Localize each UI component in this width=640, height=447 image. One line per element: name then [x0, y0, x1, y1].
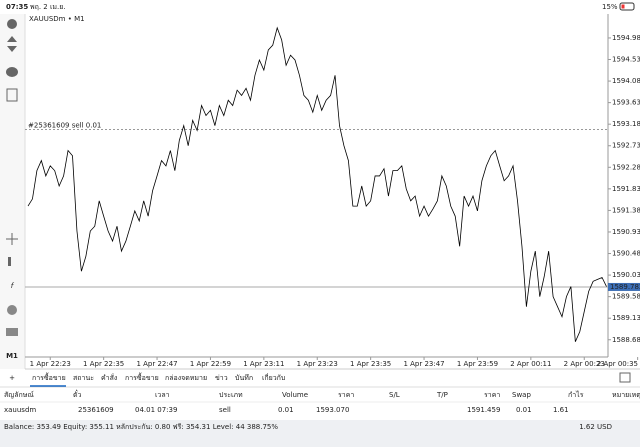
y-tick-label: 1589.130	[612, 314, 640, 322]
y-tick-label: 1590.480	[612, 250, 640, 258]
table-cell: 0.01	[278, 406, 294, 414]
y-tick-label: 1594.530	[612, 56, 640, 64]
y-tick-label: 1594.980	[612, 34, 640, 42]
table-cell: 1.61	[553, 406, 569, 414]
table-cell: 25361609	[78, 406, 114, 414]
table-cell: 1591.459	[467, 406, 500, 414]
x-tick-label: 2 Apr 00:11	[510, 360, 551, 368]
footer-total: 1.62 USD	[579, 423, 612, 431]
x-tick-label: 1 Apr 22:23	[30, 360, 71, 368]
y-tick-label: 1593.180	[612, 120, 640, 128]
x-tick-label: 1 Apr 23:35	[350, 360, 391, 368]
x-tick-label: 1 Apr 23:59	[457, 360, 498, 368]
y-tick-label: 1594.080	[612, 77, 640, 85]
y-tick-label: 1592.730	[612, 142, 640, 150]
table-header: S/L	[389, 391, 400, 399]
x-tick-label: 1 Apr 22:35	[83, 360, 124, 368]
status-time: 07:35	[6, 3, 28, 11]
new-icon[interactable]	[6, 88, 18, 102]
x-tick-label: 2 Apr 00:35	[597, 360, 638, 368]
table-cell: xauusdm	[4, 406, 36, 414]
tab[interactable]: สถานะ	[73, 374, 94, 382]
tab[interactable]: กล่องจดหมาย	[165, 374, 207, 382]
table-header: ประเภท	[219, 391, 243, 399]
price-label: 1589.782	[610, 283, 640, 291]
tab[interactable]: คำสั่ง	[101, 373, 117, 382]
timeframe-button[interactable]: M1	[6, 352, 18, 360]
battery-icon	[619, 2, 635, 11]
trade-icon[interactable]	[7, 36, 17, 52]
tab[interactable]: การซื้อขาย	[32, 371, 66, 382]
table-header: ตั๋ว	[73, 390, 82, 399]
battery-text: 15%	[602, 3, 618, 11]
tab[interactable]: การซื้อขาย	[125, 371, 159, 382]
status-date: พฤ. 2 เม.ย.	[30, 3, 66, 11]
x-tick-label: 1 Apr 23:11	[243, 360, 284, 368]
table-header: กำไร	[568, 390, 584, 399]
x-tick-label: 1 Apr 23:47	[403, 360, 444, 368]
y-tick-label: 1589.580	[612, 293, 640, 301]
table-header: สัญลักษณ์	[4, 391, 34, 399]
tab[interactable]: บันทึก	[235, 373, 253, 382]
table-header: เวลา	[155, 391, 170, 399]
x-tick-label: 1 Apr 23:23	[297, 360, 338, 368]
battery-level	[621, 4, 625, 9]
table-cell: sell	[219, 406, 231, 414]
tab[interactable]: ข่าว	[215, 374, 228, 382]
crosshair-icon[interactable]	[6, 233, 18, 245]
x-tick-label: 1 Apr 22:59	[190, 360, 231, 368]
table-header: หมายเหตุ	[612, 391, 640, 399]
y-tick-label: 1591.380	[612, 206, 640, 214]
x-tick-label: 1 Apr 22:47	[136, 360, 177, 368]
table-cell: 04.01 07:39	[135, 406, 177, 414]
table-header: Swap	[512, 391, 531, 399]
y-tick-label: 1590.930	[612, 228, 640, 236]
y-tick-label: 1592.280	[612, 163, 640, 171]
table-header: ราคา	[338, 391, 354, 399]
chart-title: XAUUSDm • M1	[29, 15, 85, 23]
tab[interactable]: เกี่ยวกับ	[262, 373, 285, 382]
price-line-series	[27, 26, 607, 342]
indicator-icon[interactable]: f	[11, 282, 15, 290]
y-tick-label: 1588.680	[612, 336, 640, 344]
order-label: #25361609 sell 0.01	[28, 121, 101, 129]
y-tick-label: 1591.830	[612, 185, 640, 193]
y-tick-label: 1593.630	[612, 99, 640, 107]
candles-icon[interactable]	[8, 257, 11, 266]
objects-icon[interactable]	[7, 305, 17, 315]
table-header: ราคา	[484, 391, 500, 399]
add-button[interactable]: +	[9, 374, 15, 382]
footer-summary: Balance: 353.49 Equity: 355.11 หลักประกั…	[4, 423, 278, 431]
y-tick-label: 1590.030	[612, 271, 640, 279]
panel-toggle[interactable]	[619, 372, 631, 383]
table-header: T/P	[436, 391, 448, 399]
table-cell: 0.01	[516, 406, 532, 414]
template-icon[interactable]	[6, 328, 18, 336]
account-icon[interactable]	[7, 19, 17, 29]
price-label-bg	[608, 282, 640, 291]
x-tick-label: 2 Apr 00:23	[564, 360, 605, 368]
chat-icon[interactable]	[6, 67, 18, 77]
footer-bar	[0, 420, 640, 447]
table-cell: 1593.070	[316, 406, 349, 414]
table-header: Volume	[282, 391, 308, 399]
